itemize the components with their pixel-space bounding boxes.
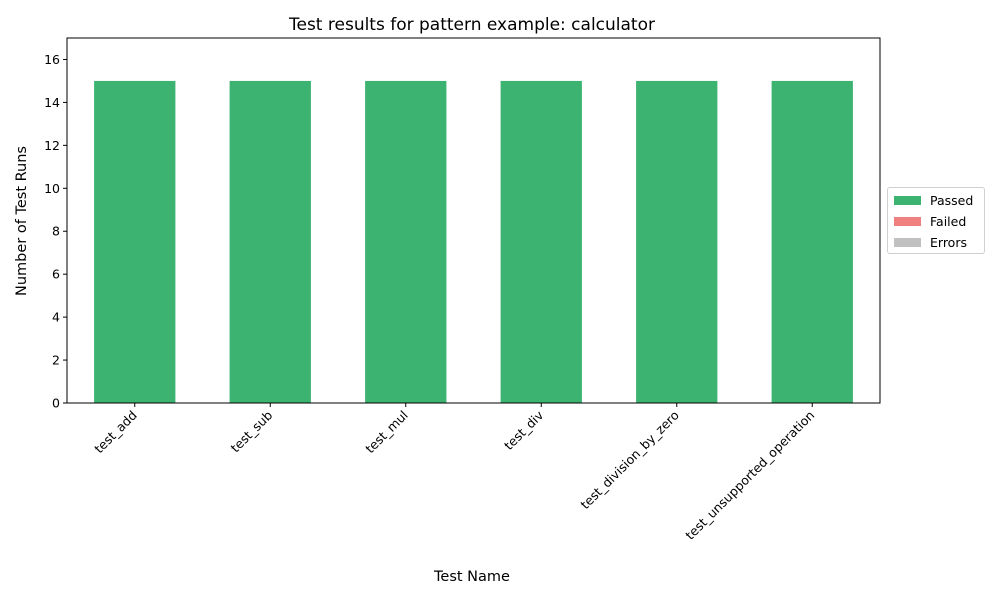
bar-passed-test-mul [365, 80, 447, 404]
plot-frame [66, 37, 881, 404]
y-tick-label: 8 [52, 224, 60, 239]
legend-label-failed: Failed [930, 213, 967, 229]
x-tick-label: test_division_by_zero [577, 408, 681, 512]
x-tick-label: test_add [91, 408, 140, 457]
legend: Passed Failed Errors [887, 187, 985, 254]
legend-item-errors: Errors [894, 232, 967, 252]
bar-passed-test-unsupported-operation [771, 80, 853, 404]
x-tick-label: test_div [501, 407, 547, 453]
x-tick-label: test_mul [362, 408, 411, 457]
y-axis-label: Number of Test Runs [14, 146, 30, 296]
y-axis: 0 2 4 6 8 10 12 14 16 [44, 52, 67, 411]
legend-label-errors: Errors [930, 234, 967, 250]
bars-layer [94, 80, 853, 404]
y-tick-label: 16 [44, 52, 60, 67]
legend-item-passed: Passed [894, 190, 973, 210]
y-tick-label: 4 [52, 310, 60, 325]
legend-swatch-errors [894, 237, 921, 247]
y-tick-label: 12 [44, 138, 60, 153]
y-tick-label: 2 [52, 353, 60, 368]
x-axis: test_add test_sub test_mul test_div test_div… [91, 403, 817, 543]
chart-title: Test results for pattern example: calcul… [288, 15, 655, 35]
legend-swatch-passed [894, 195, 921, 205]
legend-swatch-failed [894, 216, 921, 226]
y-tick-label: 10 [44, 181, 60, 196]
y-tick-label: 6 [52, 267, 60, 282]
bar-passed-test-division-by-zero [636, 80, 718, 404]
bar-passed-test-sub [229, 80, 311, 404]
x-tick-label: test_unsupported_operation [682, 408, 817, 543]
x-tick-label: test_sub [228, 407, 276, 455]
y-tick-label: 0 [52, 396, 60, 411]
x-axis-label: Test Name [433, 569, 510, 585]
bar-passed-test-div [500, 80, 582, 404]
legend-item-failed: Failed [894, 211, 966, 231]
legend-label-passed: Passed [930, 192, 974, 208]
bar-passed-test-add [94, 80, 176, 404]
y-tick-label: 14 [44, 95, 60, 110]
